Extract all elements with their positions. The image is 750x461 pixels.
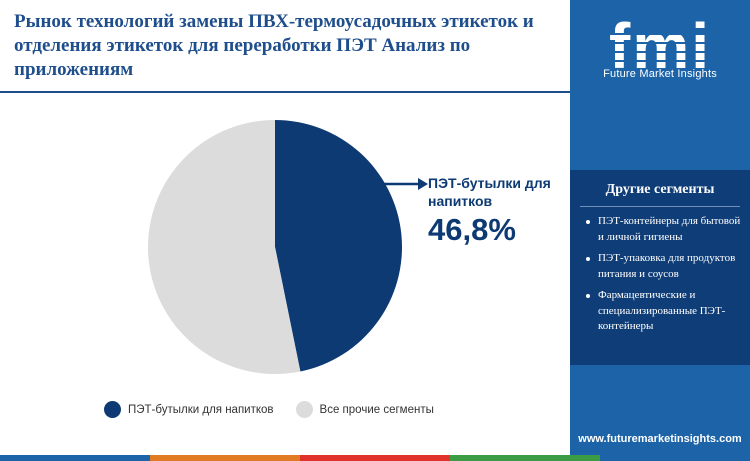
callout-arrow-icon — [384, 178, 428, 190]
title-divider — [0, 91, 570, 93]
bottom-color-bar — [0, 455, 750, 461]
list-item: ПЭТ-контейнеры для бытовой и личной гиги… — [580, 214, 744, 245]
other-segments-panel: Другие сегменты ПЭТ-контейнеры для бытов… — [570, 170, 750, 365]
fmi-logo: fmi — [594, 10, 726, 78]
bar-segment — [450, 455, 600, 461]
pie-chart — [147, 120, 402, 374]
legend-item: ПЭТ-бутылки для напитков — [104, 401, 274, 418]
pie-slice-1 — [147, 120, 301, 374]
list-item: ПЭТ-упаковка для продуктов питания и соу… — [580, 251, 744, 282]
legend-label: Все прочие сегменты — [319, 403, 434, 416]
bar-segment — [150, 455, 300, 461]
chart-area: Рынок технологий замены ПВХ-термоусадочн… — [0, 11, 570, 418]
bar-segment — [300, 455, 450, 461]
callout-value: 46,8% — [428, 212, 516, 247]
other-segments-heading: Другие сегменты — [605, 182, 715, 197]
legend-label: ПЭТ-бутылки для напитков — [128, 403, 274, 416]
legend-swatch — [295, 401, 313, 418]
pie-slice-0 — [275, 120, 402, 372]
logo-subtitle: Future Market Insights — [603, 68, 717, 80]
website-url: www.futuremarketinsights.com — [578, 433, 742, 445]
bar-segment — [0, 455, 150, 461]
chart-title: Рынок технологий замены ПВХ-термоусадочн… — [14, 11, 534, 80]
list-item: Фармацевтические и специализированные ПЭ… — [580, 288, 744, 335]
legend: ПЭТ-бутылки для напитков Все прочие сегм… — [104, 401, 456, 418]
legend-swatch — [104, 401, 121, 418]
callout-label: ПЭТ-бутылки для напитков — [428, 175, 551, 209]
sidebar: fmi Future Market Insights Другие сегмен… — [570, 0, 750, 455]
other-segments-list: ПЭТ-контейнеры для бытовой и личной гиги… — [580, 214, 744, 341]
legend-item: Все прочие сегменты — [295, 401, 434, 418]
bar-segment — [600, 455, 750, 461]
panel-divider — [580, 206, 740, 207]
